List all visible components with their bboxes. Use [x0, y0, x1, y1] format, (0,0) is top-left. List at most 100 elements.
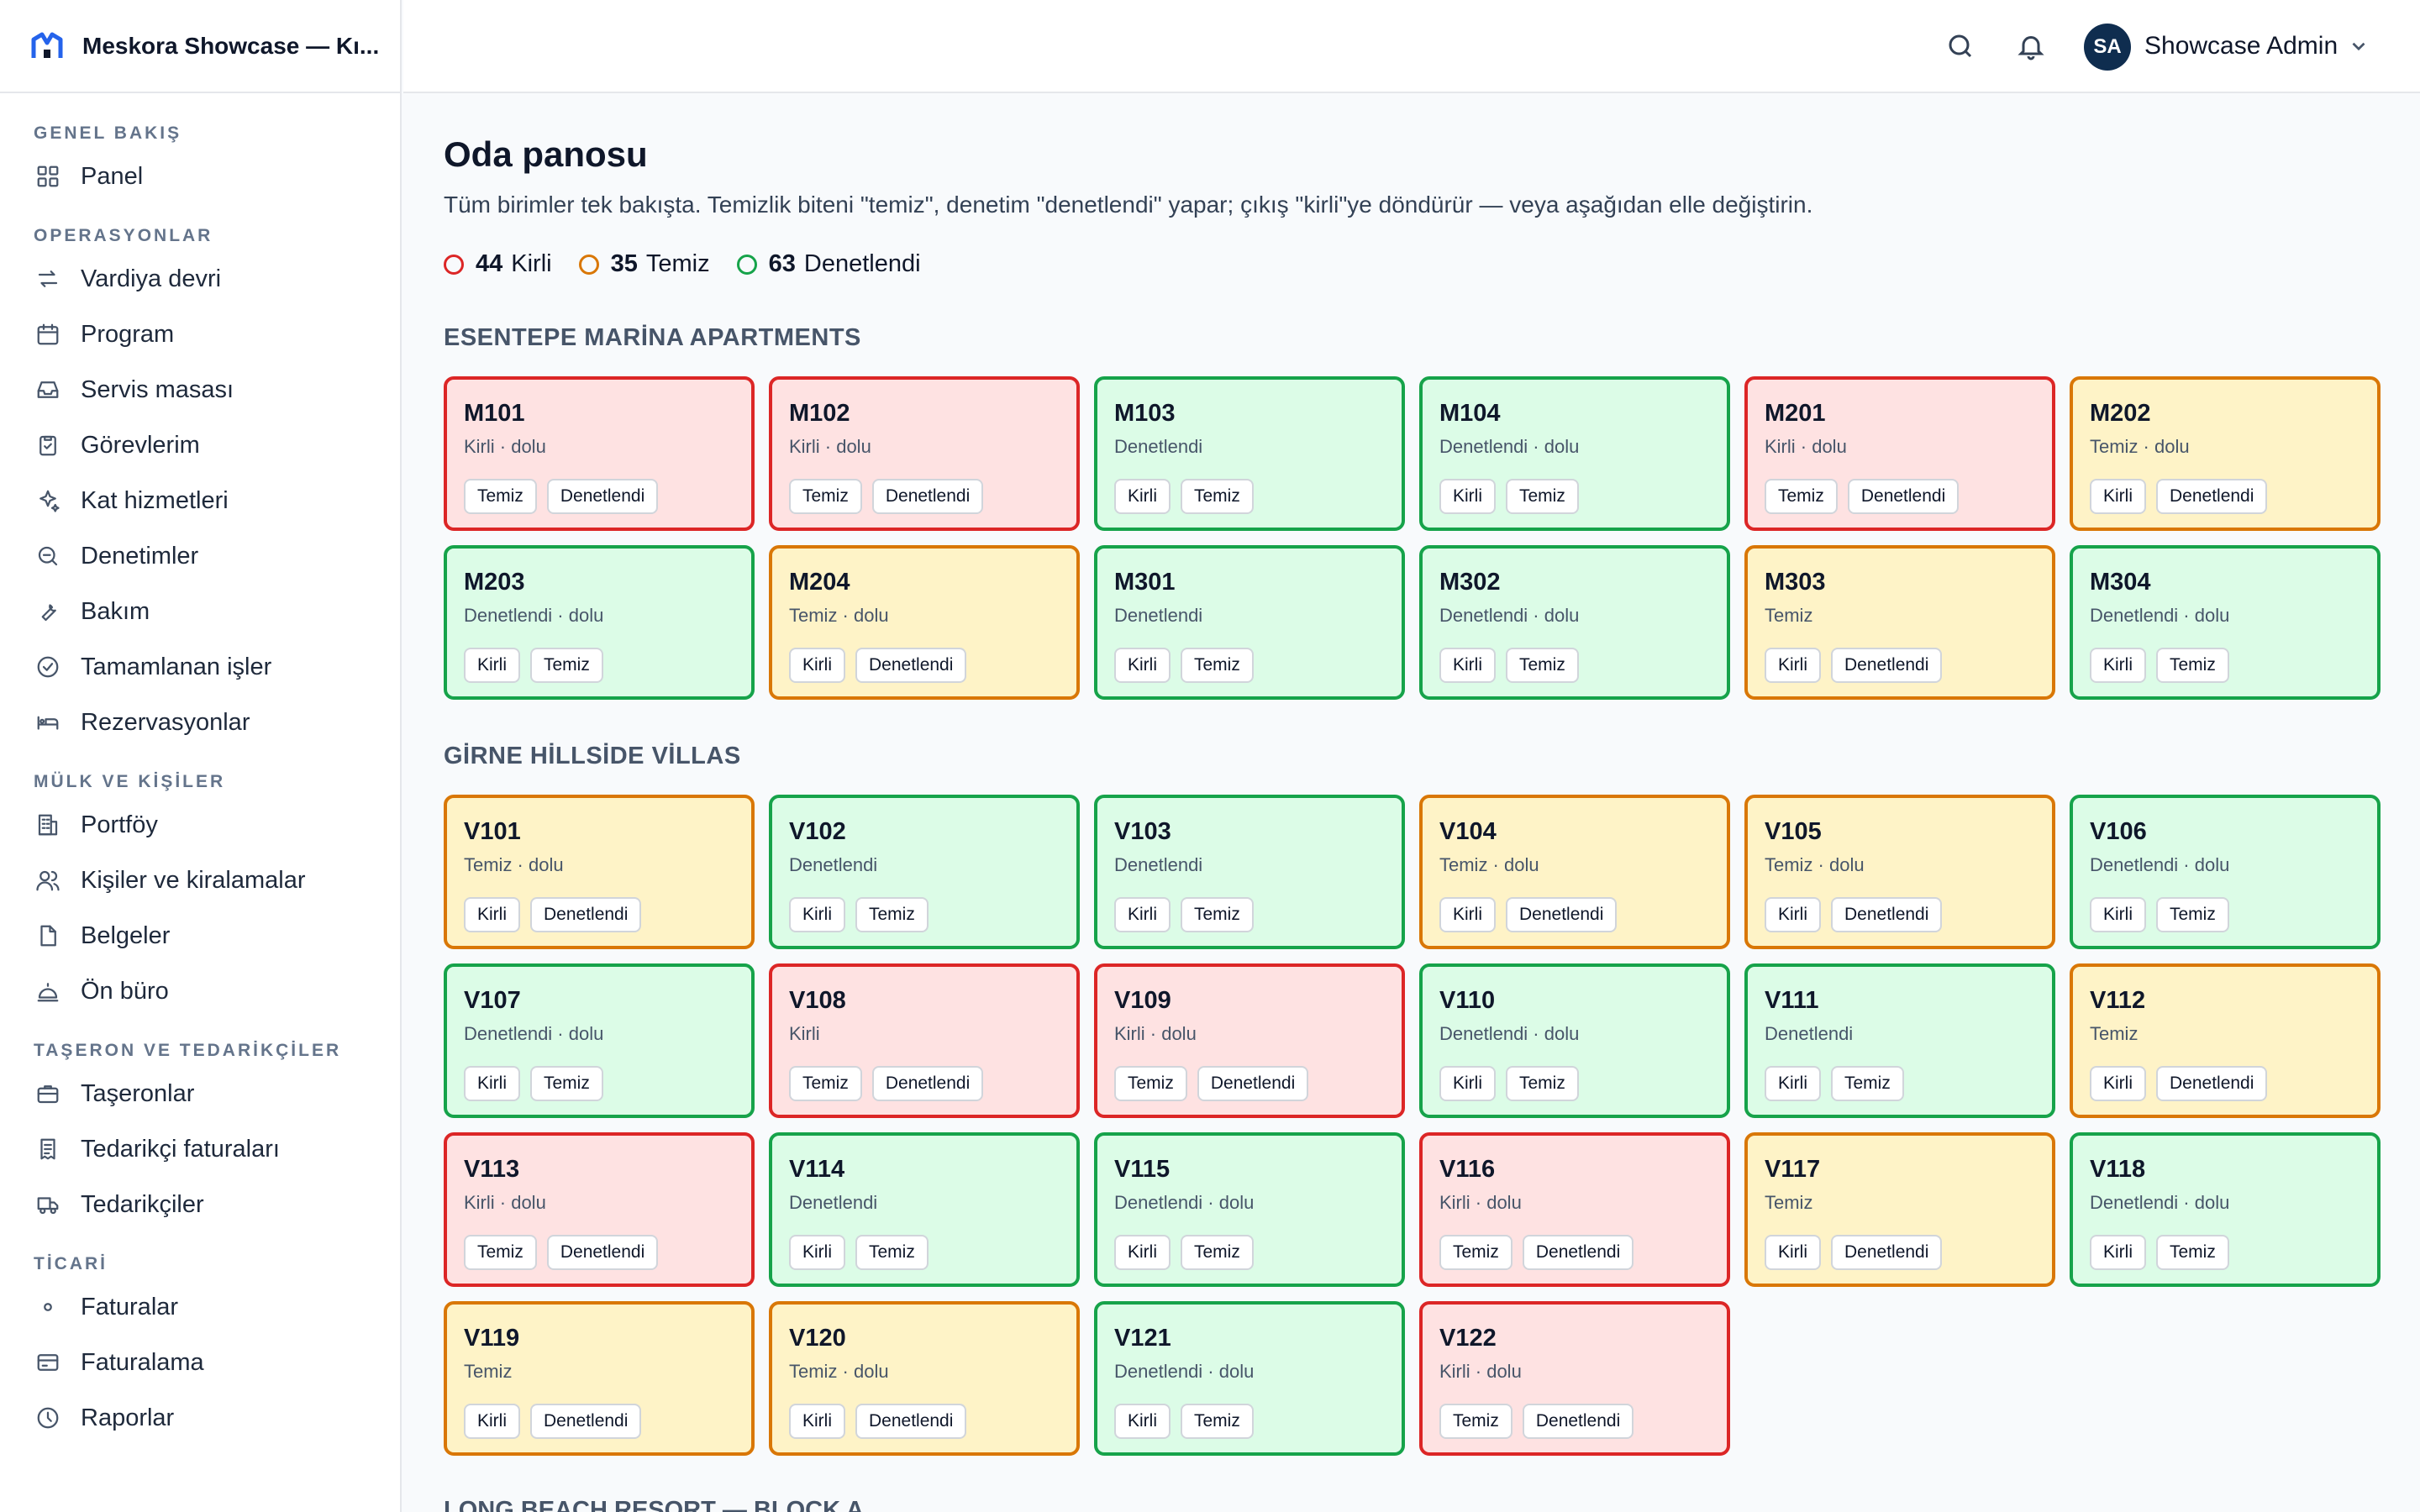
set-status-button[interactable]: Temiz	[1181, 648, 1254, 683]
set-status-button[interactable]: Kirli	[1439, 1066, 1496, 1101]
set-status-button[interactable]: Kirli	[1765, 1066, 1821, 1101]
sidebar-item[interactable]: Tamamlanan işler	[0, 639, 400, 695]
sidebar-item[interactable]: Faturalama	[0, 1335, 400, 1390]
set-status-button[interactable]: Kirli	[2090, 648, 2146, 683]
set-status-button[interactable]: Temiz	[1439, 1404, 1512, 1439]
room-card[interactable]: M102 Kirli · dolu Temiz Denetlendi	[769, 376, 1080, 531]
set-status-button[interactable]: Temiz	[1114, 1066, 1187, 1101]
set-status-button[interactable]: Kirli	[464, 1066, 520, 1101]
set-status-button[interactable]: Denetlendi	[2156, 479, 2268, 514]
set-status-button[interactable]: Kirli	[789, 1235, 845, 1270]
room-card[interactable]: V122 Kirli · dolu Temiz Denetlendi	[1419, 1301, 1730, 1456]
notification-bell-icon[interactable]	[2016, 31, 2046, 61]
set-status-button[interactable]: Denetlendi	[1522, 1235, 1634, 1270]
set-status-button[interactable]: Temiz	[1506, 648, 1579, 683]
set-status-button[interactable]: Kirli	[789, 897, 845, 932]
room-card[interactable]: V109 Kirli · dolu Temiz Denetlendi	[1094, 963, 1405, 1118]
set-status-button[interactable]: Denetlendi	[530, 1404, 642, 1439]
set-status-button[interactable]: Denetlendi	[855, 648, 967, 683]
sidebar-item[interactable]: Rezervasyonlar	[0, 695, 400, 750]
room-card[interactable]: V117 Temiz Kirli Denetlendi	[1744, 1132, 2055, 1287]
sidebar-item[interactable]: Tedarikçiler	[0, 1177, 400, 1232]
room-card[interactable]: M103 Denetlendi Kirli Temiz	[1094, 376, 1405, 531]
set-status-button[interactable]: Denetlendi	[546, 479, 659, 514]
set-status-button[interactable]: Kirli	[2090, 897, 2146, 932]
set-status-button[interactable]: Temiz	[1181, 1404, 1254, 1439]
sidebar-item[interactable]: Raporlar	[0, 1390, 400, 1446]
room-card[interactable]: V114 Denetlendi Kirli Temiz	[769, 1132, 1080, 1287]
room-card[interactable]: V112 Temiz Kirli Denetlendi	[2070, 963, 2381, 1118]
room-card[interactable]: M101 Kirli · dolu Temiz Denetlendi	[444, 376, 755, 531]
sidebar-item[interactable]: Vardiya devri	[0, 251, 400, 307]
set-status-button[interactable]: Denetlendi	[1506, 897, 1618, 932]
sidebar-item[interactable]: Görevlerim	[0, 417, 400, 473]
set-status-button[interactable]: Temiz	[1765, 479, 1838, 514]
sidebar-item[interactable]: Ön büro	[0, 963, 400, 1019]
room-card[interactable]: V116 Kirli · dolu Temiz Denetlendi	[1419, 1132, 1730, 1287]
set-status-button[interactable]: Kirli	[1765, 1235, 1821, 1270]
sidebar-item[interactable]: Bakım	[0, 584, 400, 639]
sidebar-item[interactable]: Portföy	[0, 797, 400, 853]
set-status-button[interactable]: Denetlendi	[530, 897, 642, 932]
room-card[interactable]: V102 Denetlendi Kirli Temiz	[769, 795, 1080, 949]
brand[interactable]: Meskora Showcase — Kı...	[0, 0, 400, 93]
avatar[interactable]: SA	[2084, 24, 2131, 71]
set-status-button[interactable]: Denetlendi	[1831, 648, 1943, 683]
room-card[interactable]: M201 Kirli · dolu Temiz Denetlendi	[1744, 376, 2055, 531]
room-card[interactable]: V108 Kirli Temiz Denetlendi	[769, 963, 1080, 1118]
set-status-button[interactable]: Denetlendi	[546, 1235, 659, 1270]
room-card[interactable]: V113 Kirli · dolu Temiz Denetlendi	[444, 1132, 755, 1287]
set-status-button[interactable]: Kirli	[1439, 648, 1496, 683]
room-card[interactable]: V107 Denetlendi · dolu Kirli Temiz	[444, 963, 755, 1118]
room-card[interactable]: V106 Denetlendi · dolu Kirli Temiz	[2070, 795, 2381, 949]
set-status-button[interactable]: Temiz	[1181, 1235, 1254, 1270]
set-status-button[interactable]: Kirli	[2090, 1066, 2146, 1101]
set-status-button[interactable]: Kirli	[1765, 897, 1821, 932]
room-card[interactable]: V118 Denetlendi · dolu Kirli Temiz	[2070, 1132, 2381, 1287]
sidebar-item[interactable]: Panel	[0, 149, 400, 204]
set-status-button[interactable]: Kirli	[464, 897, 520, 932]
room-card[interactable]: M301 Denetlendi Kirli Temiz	[1094, 545, 1405, 700]
set-status-button[interactable]: Temiz	[855, 1235, 929, 1270]
room-card[interactable]: V121 Denetlendi · dolu Kirli Temiz	[1094, 1301, 1405, 1456]
room-card[interactable]: M303 Temiz Kirli Denetlendi	[1744, 545, 2055, 700]
set-status-button[interactable]: Kirli	[1439, 897, 1496, 932]
set-status-button[interactable]: Temiz	[1181, 897, 1254, 932]
sidebar-item[interactable]: Program	[0, 307, 400, 362]
set-status-button[interactable]: Denetlendi	[1522, 1404, 1634, 1439]
set-status-button[interactable]: Denetlendi	[1847, 479, 1960, 514]
set-status-button[interactable]: Temiz	[1506, 479, 1579, 514]
sidebar-item[interactable]: Servis masası	[0, 362, 400, 417]
set-status-button[interactable]: Kirli	[789, 648, 845, 683]
room-card[interactable]: M104 Denetlendi · dolu Kirli Temiz	[1419, 376, 1730, 531]
room-card[interactable]: V120 Temiz · dolu Kirli Denetlendi	[769, 1301, 1080, 1456]
sidebar-item[interactable]: Denetimler	[0, 528, 400, 584]
sidebar-item[interactable]: Belgeler	[0, 908, 400, 963]
search-icon[interactable]	[1945, 31, 1975, 61]
set-status-button[interactable]: Temiz	[2156, 648, 2229, 683]
user-name[interactable]: Showcase Admin	[2144, 32, 2338, 60]
set-status-button[interactable]: Temiz	[464, 479, 537, 514]
set-status-button[interactable]: Temiz	[789, 1066, 862, 1101]
set-status-button[interactable]: Kirli	[2090, 479, 2146, 514]
set-status-button[interactable]: Kirli	[1114, 648, 1171, 683]
room-card[interactable]: V115 Denetlendi · dolu Kirli Temiz	[1094, 1132, 1405, 1287]
room-card[interactable]: V119 Temiz Kirli Denetlendi	[444, 1301, 755, 1456]
set-status-button[interactable]: Temiz	[789, 479, 862, 514]
set-status-button[interactable]: Kirli	[1765, 648, 1821, 683]
set-status-button[interactable]: Temiz	[1831, 1066, 1904, 1101]
room-card[interactable]: V103 Denetlendi Kirli Temiz	[1094, 795, 1405, 949]
set-status-button[interactable]: Kirli	[1114, 479, 1171, 514]
set-status-button[interactable]: Temiz	[464, 1235, 537, 1270]
set-status-button[interactable]: Kirli	[1114, 897, 1171, 932]
set-status-button[interactable]: Denetlendi	[871, 1066, 984, 1101]
sidebar-item[interactable]: Tedarikçi faturaları	[0, 1121, 400, 1177]
set-status-button[interactable]: Temiz	[855, 897, 929, 932]
set-status-button[interactable]: Temiz	[1506, 1066, 1579, 1101]
sidebar-item[interactable]: Taşeronlar	[0, 1066, 400, 1121]
set-status-button[interactable]: Temiz	[530, 1066, 603, 1101]
set-status-button[interactable]: Denetlendi	[871, 479, 984, 514]
set-status-button[interactable]: Denetlendi	[1831, 1235, 1943, 1270]
set-status-button[interactable]: Temiz	[2156, 1235, 2229, 1270]
sidebar-item[interactable]: Kat hizmetleri	[0, 473, 400, 528]
